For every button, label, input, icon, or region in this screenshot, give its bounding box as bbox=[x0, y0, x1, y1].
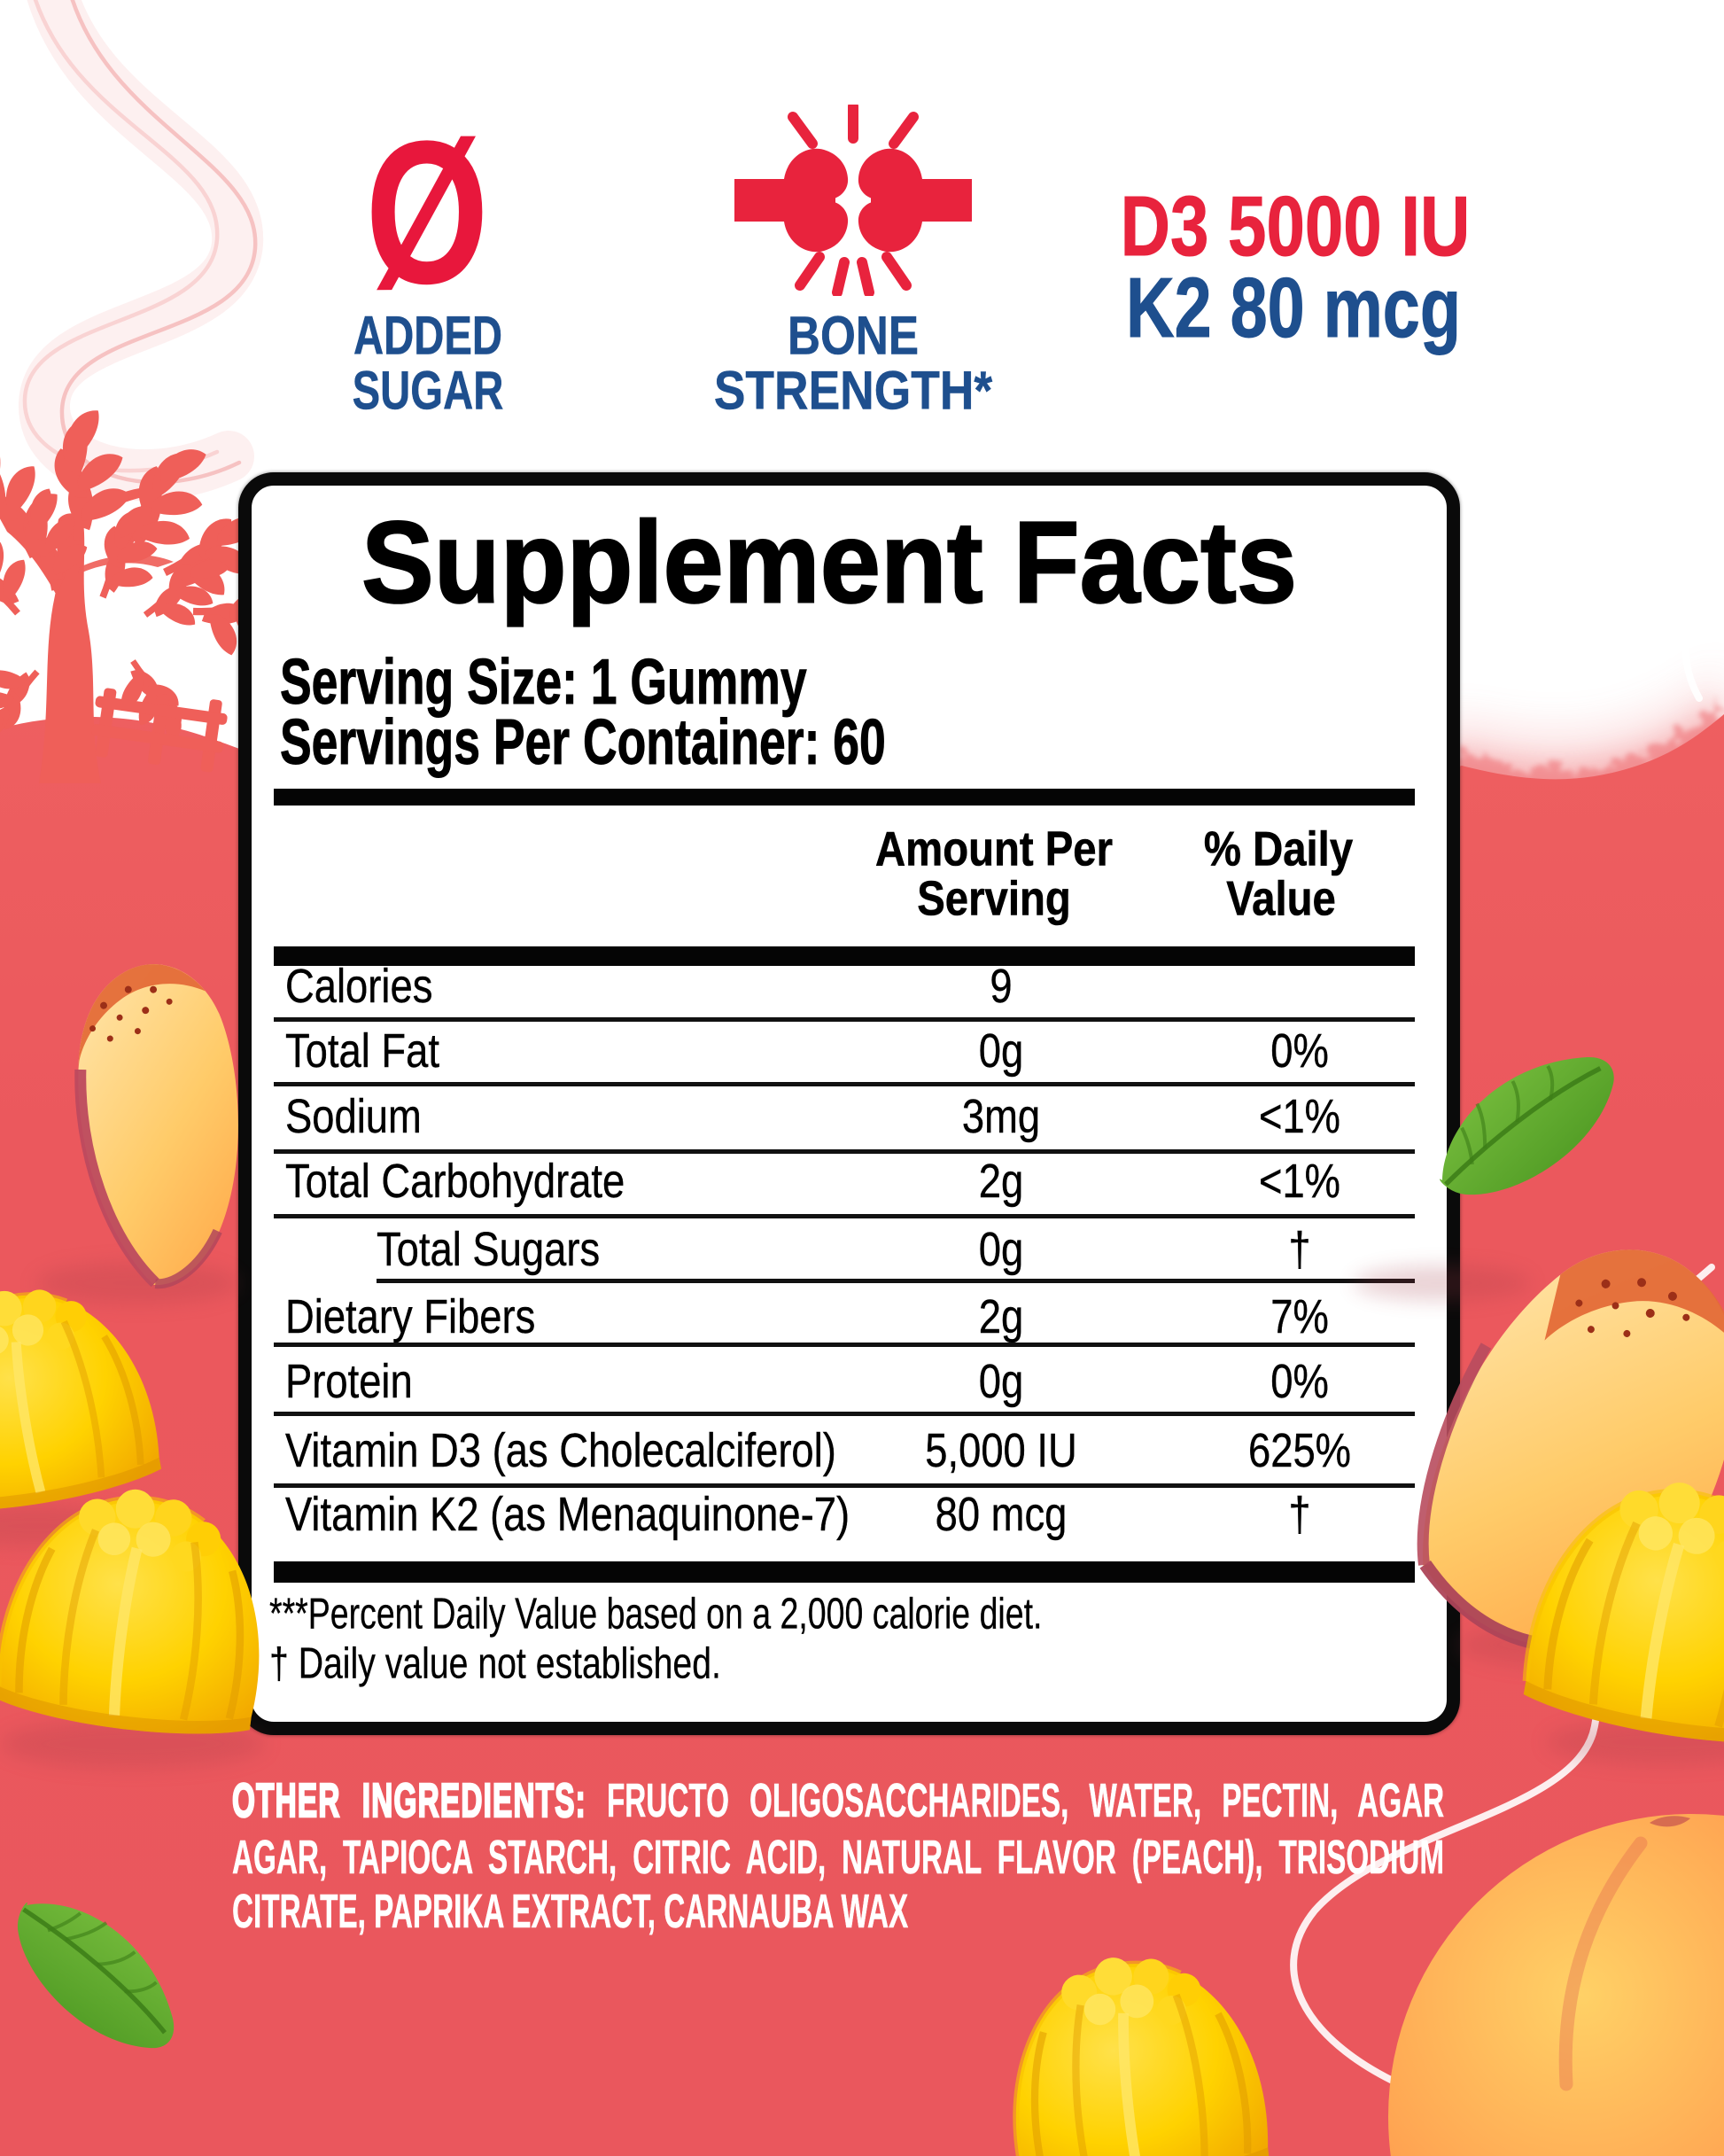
row-label: Total Sugars bbox=[377, 1223, 601, 1276]
bone-strength-label-line1: BONE bbox=[787, 305, 920, 366]
dosage-d3: D3 5000 IU bbox=[1120, 179, 1471, 274]
footnote-dv: ***Percent Daily Value based on a 2,000 … bbox=[269, 1590, 1043, 1638]
row-label: Dietary Fibers bbox=[285, 1290, 536, 1343]
added-sugar-label-line2: SUGAR bbox=[352, 360, 504, 421]
row-amount: 9 bbox=[990, 960, 1013, 1013]
row-separator bbox=[274, 1343, 1415, 1347]
gummy-bottom bbox=[999, 1943, 1273, 2156]
ingredients-line3: CITRATE, PAPRIKA EXTRACT, CARNAUBA WAX bbox=[232, 1885, 909, 1938]
row-separator bbox=[274, 1214, 1415, 1218]
ingredients-line1-rest: FRUCTO OLIGOSACCHARIDES, WATER, PECTIN, … bbox=[606, 1774, 1445, 1827]
row-label: Total Fat bbox=[285, 1024, 439, 1078]
row-amount: 0g bbox=[978, 1355, 1024, 1408]
row-amount: 3mg bbox=[961, 1090, 1041, 1143]
servings-per-container: Servings Per Container: 60 bbox=[280, 707, 887, 778]
facts-title: Supplement Facts bbox=[361, 496, 1298, 627]
col-amount-line2: Serving bbox=[917, 870, 1071, 926]
peach-slice-left bbox=[74, 964, 238, 1289]
supplement-facts-panel bbox=[238, 472, 1460, 1735]
dosage-k2: K2 80 mcg bbox=[1126, 261, 1462, 355]
footnote-dagger: † Daily value not established. bbox=[269, 1639, 721, 1688]
row-dv: <1% bbox=[1258, 1155, 1341, 1208]
thick-bar-bottom bbox=[274, 1561, 1415, 1583]
bone-strength-label-line2: STRENGTH* bbox=[713, 360, 993, 421]
col-dv-line2: Value bbox=[1226, 870, 1336, 926]
row-separator bbox=[274, 1017, 1415, 1022]
zero-icon: Ø bbox=[365, 98, 489, 326]
row-separator-indented bbox=[377, 1279, 1415, 1283]
row-dv: 0% bbox=[1270, 1355, 1329, 1408]
added-sugar-label-line1: ADDED bbox=[353, 305, 503, 366]
row-dv: 7% bbox=[1270, 1290, 1329, 1343]
row-amount: 2g bbox=[978, 1290, 1024, 1343]
row-amount: 0g bbox=[978, 1024, 1024, 1078]
row-amount: 2g bbox=[978, 1155, 1024, 1208]
gummy-left-upper bbox=[0, 1269, 166, 1522]
whole-peach bbox=[1388, 1814, 1724, 2156]
thick-bar-top bbox=[274, 789, 1415, 806]
row-separator bbox=[274, 1082, 1415, 1086]
row-dv: 0% bbox=[1270, 1024, 1329, 1078]
row-label: Total Carbohydrate bbox=[285, 1155, 625, 1208]
ingredients-lead: OTHER INGREDIENTS: bbox=[231, 1774, 586, 1827]
row-label: Sodium bbox=[285, 1090, 422, 1143]
ingredients-line1: OTHER INGREDIENTS: FRUCTO OLIGOSACCHARID… bbox=[231, 1774, 1445, 1827]
col-amount-line1: Amount Per bbox=[874, 821, 1114, 876]
row-label: Calories bbox=[285, 960, 433, 1013]
row-label: Protein bbox=[285, 1355, 413, 1408]
row-label: Vitamin D3 (as Cholecalciferol) bbox=[285, 1424, 836, 1477]
row-dv: 625% bbox=[1247, 1424, 1352, 1477]
row-separator bbox=[274, 1149, 1415, 1154]
serving-size: Serving Size: 1 Gummy bbox=[280, 647, 807, 718]
row-separator bbox=[274, 1483, 1415, 1488]
row-separator bbox=[274, 1412, 1415, 1416]
row-label: Vitamin K2 (as Menaquinone-7) bbox=[285, 1488, 850, 1541]
bone-strength-icon bbox=[734, 105, 972, 296]
fence-silhouette bbox=[91, 688, 228, 773]
tree-silhouette bbox=[0, 402, 309, 783]
row-dv: † bbox=[1288, 1488, 1311, 1541]
ingredients-line2: AGAR, TAPIOCA STARCH, CITRIC ACID, NATUR… bbox=[232, 1831, 1445, 1884]
row-amount: 5,000 IU bbox=[925, 1424, 1077, 1477]
leaf-bottom-left bbox=[4, 1865, 186, 2083]
row-amount: 80 mcg bbox=[935, 1488, 1068, 1541]
col-dv-line1: % Daily bbox=[1203, 821, 1354, 876]
thick-bar-header bbox=[274, 946, 1415, 966]
leaf-right bbox=[1417, 1047, 1636, 1206]
row-dv: † bbox=[1288, 1223, 1311, 1276]
row-amount: 0g bbox=[978, 1223, 1024, 1276]
row-dv: <1% bbox=[1258, 1090, 1341, 1143]
